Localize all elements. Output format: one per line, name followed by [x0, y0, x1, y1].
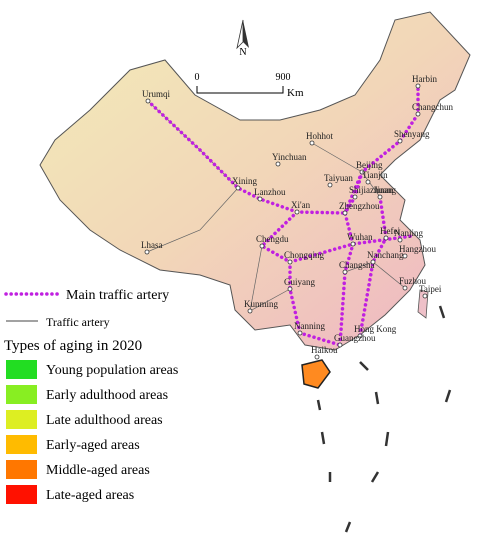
scale-unit: Km — [287, 87, 304, 99]
nine-dash-line — [316, 305, 452, 533]
city-dot — [342, 210, 348, 216]
legend-items: Young population areas Early adulthood ar… — [6, 360, 178, 504]
city-label: Taiyuan — [324, 173, 353, 183]
city-dot — [257, 196, 263, 202]
scale-label: 900 — [276, 72, 291, 83]
legend-swatch — [6, 385, 37, 404]
city-dot — [402, 253, 408, 259]
city-label: Guiyang — [284, 277, 315, 287]
city-label: Nanning — [294, 321, 325, 331]
city-label: Shenyang — [394, 129, 430, 139]
city-label: Zhengzhou — [339, 201, 380, 211]
city-label: Guangzhou — [334, 333, 376, 343]
city-label: Haikou — [311, 345, 338, 355]
city-dot — [144, 249, 150, 255]
city-label: Hohhot — [306, 131, 333, 141]
city-dot — [377, 194, 383, 200]
city-label: Fuzhou — [399, 276, 427, 286]
city-label: Shijiazhuang — [349, 185, 396, 195]
city-dot — [314, 354, 320, 360]
legend-label: Middle-aged areas — [46, 463, 150, 478]
city-dot — [259, 243, 265, 249]
city-label: Tianjin — [362, 170, 388, 180]
city-label: Kunming — [244, 299, 279, 309]
legend-swatch — [6, 410, 37, 429]
city-label: Nanjing — [394, 228, 423, 238]
city-label: Changchun — [412, 102, 453, 112]
city-label: Hefei — [380, 226, 400, 236]
city-label: Harbin — [412, 74, 437, 84]
legend-label: Late-aged areas — [46, 488, 134, 503]
legend-swatch — [6, 360, 37, 379]
city-label: Changsha — [339, 260, 375, 270]
city-dot — [309, 140, 315, 146]
city-dot — [415, 83, 421, 89]
legend-label: Main traffic artery — [66, 288, 169, 303]
city-dot — [370, 259, 376, 265]
city-label: Taipei — [419, 284, 442, 294]
scale-label: 0 — [195, 72, 200, 83]
city-dot — [350, 241, 356, 247]
city-dot — [297, 330, 303, 336]
legend: Main traffic artery Traffic artery Types… — [4, 288, 178, 504]
city-label: Lanzhou — [254, 187, 286, 197]
city-label: Xining — [232, 176, 258, 186]
city-label: Beijing — [356, 160, 383, 170]
city-label: Lhasa — [141, 240, 163, 250]
legend-swatch — [6, 485, 37, 504]
legend-title: Types of aging in 2020 — [4, 338, 142, 354]
city-dot — [422, 293, 428, 299]
city-dot — [287, 259, 293, 265]
city-label: Hong Kong — [354, 324, 397, 334]
city-dot — [145, 98, 151, 104]
legend-swatch — [6, 435, 37, 454]
city-dot — [327, 182, 333, 188]
city-label: Urumqi — [142, 89, 170, 99]
city-dot — [275, 161, 281, 167]
legend-label: Young population areas — [46, 363, 178, 378]
city-label: Nanchang — [367, 250, 404, 260]
hainan — [301, 359, 331, 389]
city-dot — [359, 169, 365, 175]
city-dot — [365, 179, 371, 185]
cities: Urumqi Harbin Changchun Shenyang Hohhot Beiji… — [141, 74, 453, 360]
city-dot — [357, 333, 363, 339]
city-dot — [397, 237, 403, 243]
city-dot — [287, 286, 293, 292]
city-dot — [352, 194, 358, 200]
legend-swatch — [6, 460, 37, 479]
scale-bar: 0 900 Km — [195, 72, 304, 99]
city-dot — [342, 269, 348, 275]
city-label: Chengdu — [256, 234, 289, 244]
city-label: Wuhan — [347, 232, 373, 242]
city-dot — [337, 342, 343, 348]
city-dot — [247, 308, 253, 314]
legend-label: Early adulthood areas — [46, 388, 168, 403]
city-dot — [402, 285, 408, 291]
city-dot — [383, 235, 389, 241]
compass-label: N — [239, 47, 246, 58]
city-label: Hangzhou — [399, 244, 436, 254]
city-dot — [397, 138, 403, 144]
city-label: Xi'an — [291, 200, 311, 210]
compass: N — [236, 19, 249, 58]
city-label: Yinchuan — [272, 152, 307, 162]
city-label: Chongqing — [284, 250, 325, 260]
city-dot — [415, 111, 421, 117]
city-label: Jinan — [374, 185, 393, 195]
city-dot — [235, 185, 241, 191]
city-dot — [294, 209, 300, 215]
legend-label: Late adulthood areas — [46, 413, 163, 428]
legend-label: Early-aged areas — [46, 438, 140, 453]
legend-label: Traffic artery — [46, 315, 110, 329]
